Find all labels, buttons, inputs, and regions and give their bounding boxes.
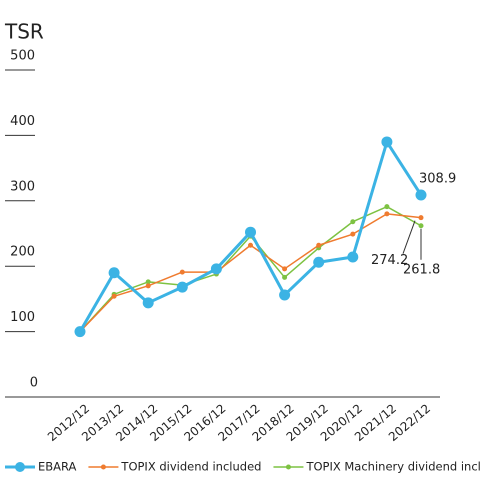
- y-tick-label: 200: [10, 245, 35, 260]
- data-point: [418, 215, 424, 221]
- data-label: 274.2: [371, 253, 408, 268]
- data-point: [282, 274, 288, 280]
- legend-label: TOPIX dividend included: [120, 460, 261, 474]
- data-point: [179, 269, 185, 275]
- data-point: [176, 281, 188, 293]
- chart-title: TSR: [4, 20, 44, 44]
- data-point: [111, 293, 117, 299]
- data-point: [108, 267, 120, 279]
- data-point: [279, 289, 291, 301]
- legend-marker: [15, 462, 25, 472]
- y-tick-label: 100: [10, 310, 35, 325]
- y-tick-label: 0: [30, 376, 38, 391]
- data-point: [245, 226, 256, 238]
- data-label: 308.9: [419, 171, 456, 186]
- data-point: [418, 223, 424, 229]
- data-point: [145, 283, 151, 289]
- data-point: [142, 297, 154, 309]
- leader-line: [402, 220, 416, 254]
- data-point: [415, 189, 427, 201]
- data-point: [282, 266, 288, 272]
- data-point: [347, 251, 359, 263]
- data-point: [384, 204, 390, 210]
- y-tick-label: 300: [10, 179, 35, 194]
- data-point: [248, 242, 253, 248]
- y-tick-label: 500: [10, 49, 35, 64]
- data-point: [350, 219, 356, 225]
- data-point: [210, 263, 222, 275]
- y-tick-label: 400: [10, 114, 35, 129]
- legend-marker: [285, 464, 291, 470]
- data-point: [350, 231, 356, 237]
- data-point: [384, 211, 390, 217]
- legend-marker: [100, 464, 106, 470]
- data-point: [381, 136, 393, 148]
- series-line: [79, 205, 422, 333]
- data-point: [145, 279, 151, 285]
- data-point: [74, 326, 86, 338]
- data-point: [316, 242, 322, 248]
- legend-label: TOPIX Machinery dividend included: [305, 460, 480, 474]
- data-point: [313, 256, 325, 268]
- legend-label: EBARA: [38, 460, 77, 474]
- data-label: 261.8: [403, 262, 440, 277]
